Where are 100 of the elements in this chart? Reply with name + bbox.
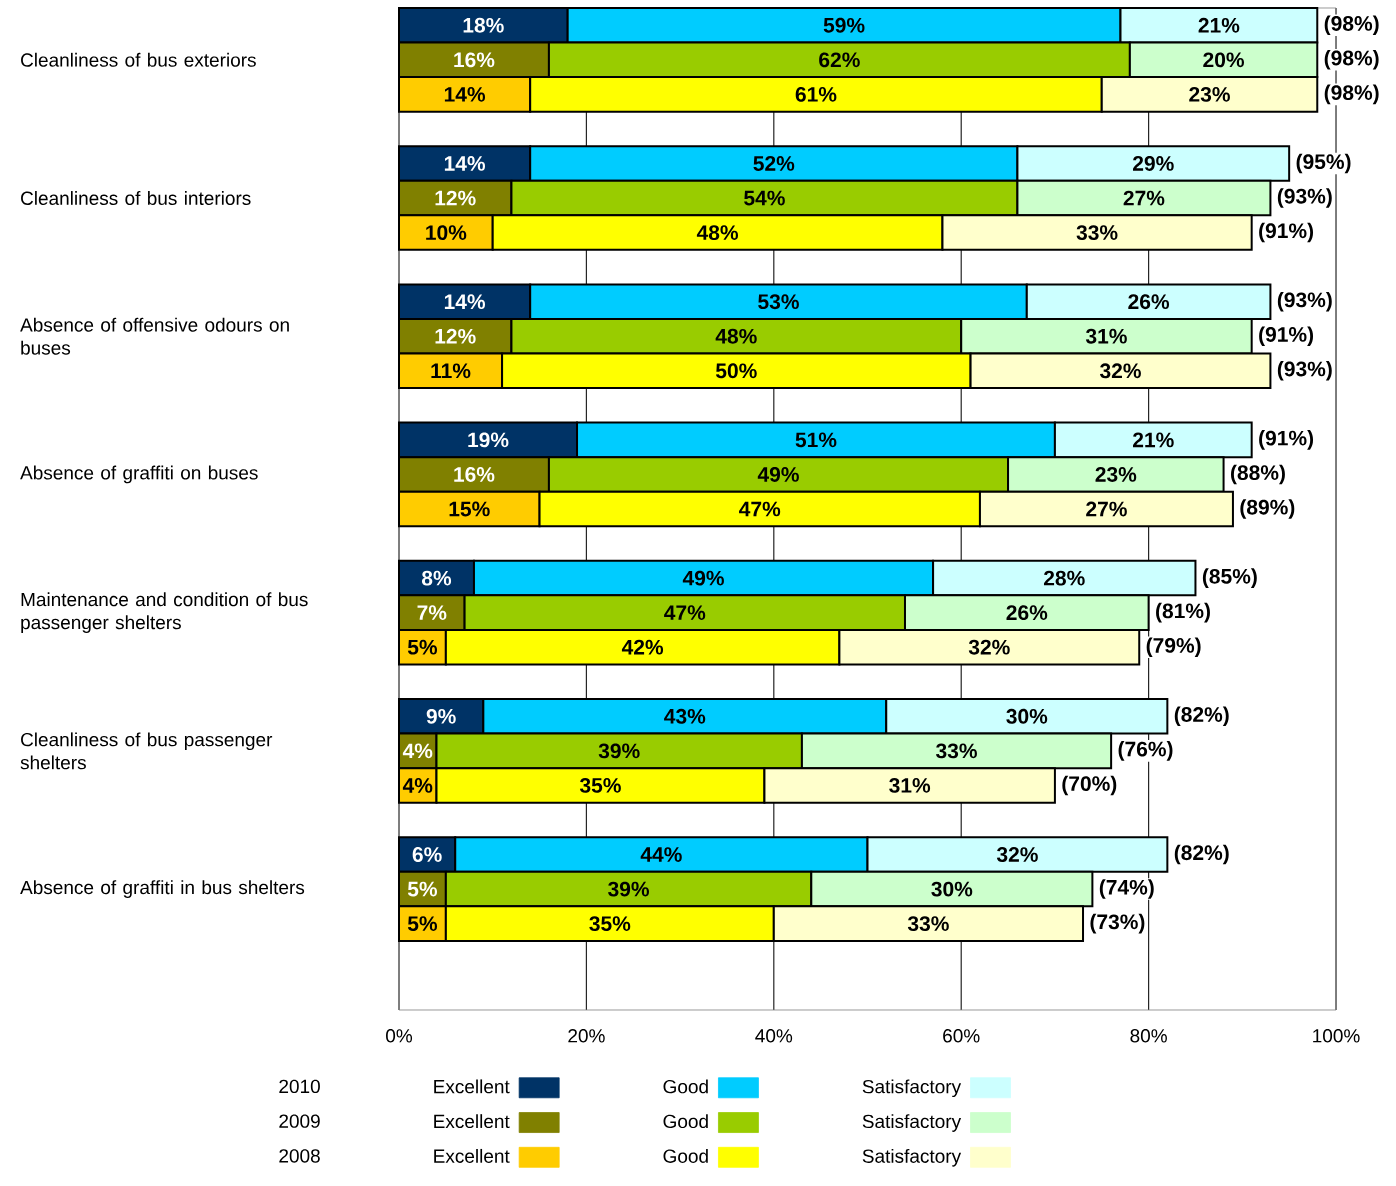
data-label: 39%	[608, 881, 650, 897]
y-tick-label: Absence of offensive odours on buses	[20, 317, 289, 355]
x-tick-label: 40%	[755, 1029, 793, 1043]
legend-label: Excellent	[434, 1148, 510, 1163]
data-label: 49%	[757, 467, 799, 482]
total-label: (91%)	[1259, 222, 1314, 243]
data-label: 52%	[753, 156, 795, 171]
data-label: 9%	[426, 708, 456, 724]
data-label: 50%	[715, 363, 757, 379]
total-label: (81%)	[1156, 602, 1210, 623]
legend-label: Good	[663, 1148, 708, 1163]
y-tick-label: Cleanliness of bus exteriors	[21, 52, 256, 67]
data-label: 8%	[421, 570, 452, 586]
data-label: 35%	[589, 916, 631, 932]
data-label: 21%	[1133, 432, 1174, 448]
data-label: 5%	[407, 881, 438, 897]
data-label: 23%	[1095, 467, 1137, 482]
data-label: 5%	[407, 639, 438, 655]
total-label: (93%)	[1277, 188, 1332, 208]
total-label: (89%)	[1240, 499, 1295, 519]
total-label: (79%)	[1146, 637, 1201, 657]
data-label: 6%	[412, 847, 442, 862]
data-label: 23%	[1189, 86, 1230, 102]
data-label: 29%	[1133, 156, 1174, 171]
data-label: 28%	[1043, 570, 1085, 586]
legend-label: Satisfactory	[862, 1114, 962, 1132]
y-tick-label: Maintenance and condition of bus passenger shelters	[21, 592, 308, 634]
data-label: 14%	[444, 87, 486, 102]
total-label: (91%)	[1259, 430, 1314, 450]
y-tick-label: Cleanliness of bus interiors	[21, 191, 251, 205]
data-label: 5%	[407, 916, 438, 932]
legend-label: Satisfactory	[862, 1148, 962, 1167]
data-label: 14%	[444, 156, 486, 171]
data-label: 21%	[1198, 17, 1240, 33]
total-label: (93%)	[1277, 291, 1332, 312]
data-label: 18%	[463, 17, 504, 33]
total-label: (76%)	[1118, 741, 1173, 761]
text: 2008	[279, 1149, 320, 1163]
data-label: 62%	[819, 52, 860, 68]
data-label: 54%	[744, 190, 785, 206]
x-tick-label: 100%	[1313, 1029, 1360, 1043]
text: 2009	[279, 1114, 320, 1128]
legend-label: Good	[663, 1079, 708, 1094]
data-label: 12%	[435, 190, 476, 206]
data-label: 48%	[715, 328, 757, 344]
data-label: 4%	[402, 743, 433, 759]
total-label: (73%)	[1090, 913, 1145, 934]
y-tick-label: Absence of graffiti on buses	[20, 465, 258, 484]
x-tick-label: 60%	[943, 1029, 980, 1043]
data-label: 48%	[696, 225, 739, 241]
data-label: 33%	[935, 743, 977, 759]
data-label: 12%	[435, 328, 476, 344]
total-label: (70%)	[1062, 775, 1117, 796]
data-label: 43%	[664, 708, 706, 724]
data-label: 14%	[444, 294, 486, 310]
data-label: 27%	[1123, 190, 1165, 206]
total-label: (82%)	[1174, 844, 1229, 865]
y-tick-label: Cleanliness of bus passenger shelters	[20, 732, 273, 770]
total-label: (91%)	[1259, 326, 1314, 347]
data-label: 59%	[823, 17, 865, 33]
total-label: (98%)	[1324, 15, 1379, 36]
data-label: 19%	[468, 432, 509, 448]
total-label: (82%)	[1174, 706, 1229, 727]
total-label: (98%)	[1324, 50, 1379, 70]
data-label: 10%	[426, 225, 467, 241]
data-label: 42%	[621, 639, 664, 655]
total-label: (93%)	[1277, 361, 1332, 381]
data-label: 47%	[664, 605, 706, 621]
x-tick-label: 80%	[1130, 1029, 1167, 1043]
total-label: (95%)	[1296, 153, 1351, 174]
legend-label: Excellent	[434, 1079, 510, 1094]
x-tick-label: 20%	[568, 1029, 605, 1043]
data-label: 31%	[1085, 328, 1127, 344]
data-label: 11%	[431, 363, 471, 379]
data-label: 47%	[739, 501, 781, 517]
data-label: 30%	[1006, 708, 1048, 724]
data-label: 30%	[931, 881, 973, 897]
data-label: 49%	[682, 570, 724, 586]
legend-label: Satisfactory	[862, 1079, 962, 1098]
data-label: 4%	[402, 778, 433, 793]
data-label: 53%	[758, 294, 799, 310]
data-label: 32%	[1099, 363, 1141, 379]
y-tick-label: Absence of graffiti in bus shelters	[20, 880, 305, 898]
legend-label: Excellent	[434, 1114, 510, 1129]
data-label: 32%	[996, 847, 1038, 862]
data-label: 39%	[598, 743, 640, 759]
x-tick-label: 0%	[386, 1029, 413, 1043]
data-label: 32%	[968, 639, 1010, 655]
data-label: 26%	[1128, 294, 1170, 310]
total-label: (85%)	[1202, 568, 1257, 588]
data-label: 61%	[795, 86, 837, 102]
text: 2010	[279, 1079, 320, 1094]
data-label: 44%	[640, 847, 682, 862]
data-label: 31%	[889, 777, 931, 793]
data-label: 51%	[795, 432, 837, 448]
total-label: (88%)	[1231, 464, 1285, 485]
data-label: 33%	[907, 916, 949, 932]
data-label: 16%	[454, 52, 495, 68]
data-label: 33%	[1076, 225, 1118, 241]
legend-label: Good	[663, 1114, 708, 1129]
